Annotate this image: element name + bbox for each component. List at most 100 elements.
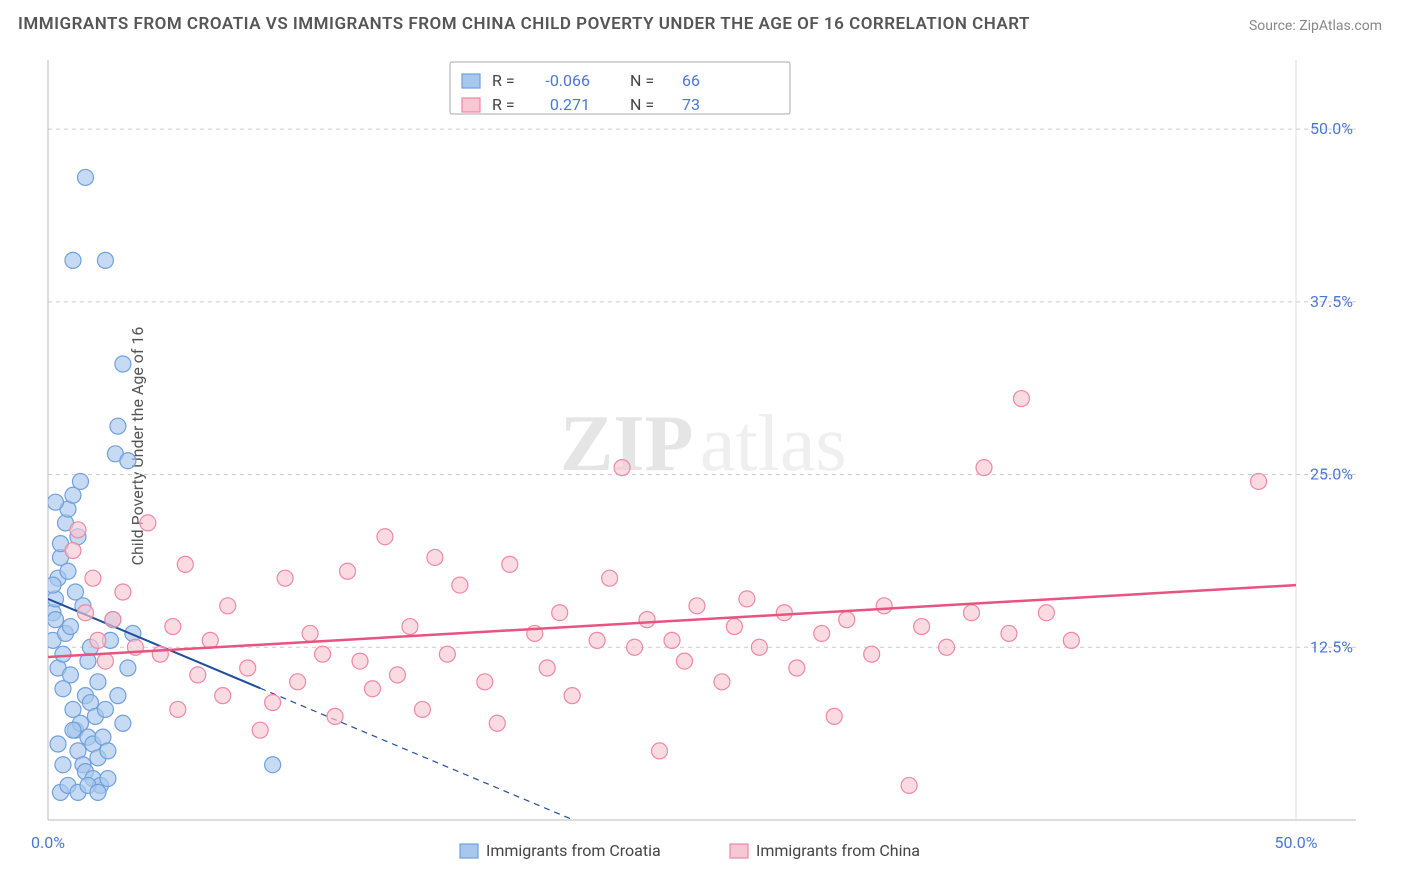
data-point (50, 736, 66, 752)
data-point (65, 543, 81, 559)
legend-swatch (462, 98, 480, 112)
bottom-legend-swatch (460, 844, 478, 858)
data-point (776, 605, 792, 621)
data-point (589, 632, 605, 648)
data-point (639, 612, 655, 628)
data-point (120, 453, 136, 469)
legend-n-value: 66 (682, 71, 700, 90)
data-point (826, 708, 842, 724)
data-point (62, 619, 78, 635)
data-point (914, 619, 930, 635)
data-point (402, 619, 418, 635)
data-point (165, 619, 181, 635)
data-point (751, 639, 767, 655)
data-point (614, 460, 630, 476)
data-point (964, 605, 980, 621)
data-point (90, 674, 106, 690)
data-point (539, 660, 555, 676)
data-point (115, 715, 131, 731)
legend-swatch (462, 74, 480, 88)
data-point (77, 169, 93, 185)
x-tick-label: 50.0% (1275, 833, 1318, 852)
data-point (315, 646, 331, 662)
data-point (85, 570, 101, 586)
data-point (664, 632, 680, 648)
bottom-legend-label: Immigrants from China (756, 841, 920, 860)
data-point (602, 570, 618, 586)
data-point (714, 674, 730, 690)
data-point (676, 653, 692, 669)
data-point (627, 639, 643, 655)
legend-r-value: 0.271 (550, 95, 590, 114)
data-point (939, 639, 955, 655)
data-point (62, 667, 78, 683)
data-point (290, 674, 306, 690)
x-tick-label: 0.0% (31, 833, 65, 852)
y-tick-label: 37.5% (1310, 292, 1353, 311)
data-point (100, 743, 116, 759)
y-tick-label: 50.0% (1310, 119, 1353, 138)
data-point (115, 356, 131, 372)
data-point (252, 722, 268, 738)
data-point (55, 757, 71, 773)
data-point (564, 688, 580, 704)
data-point (70, 522, 86, 538)
data-point (277, 570, 293, 586)
data-point (552, 605, 568, 621)
data-point (105, 612, 121, 628)
data-point (739, 591, 755, 607)
legend-n-label: N = (630, 95, 654, 114)
data-point (55, 646, 71, 662)
series-0 (45, 169, 1296, 892)
data-point (90, 784, 106, 800)
data-point (1251, 473, 1267, 489)
data-point (220, 598, 236, 614)
data-point (265, 757, 281, 773)
data-point (90, 632, 106, 648)
data-point (1038, 605, 1054, 621)
y-tick-label: 25.0% (1310, 465, 1353, 484)
data-point (389, 667, 405, 683)
data-point (976, 460, 992, 476)
legend-r-value: -0.066 (545, 71, 590, 90)
data-point (152, 646, 168, 662)
data-point (72, 473, 88, 489)
data-point (1013, 391, 1029, 407)
data-point (414, 701, 430, 717)
data-point (60, 563, 76, 579)
data-point (65, 722, 81, 738)
data-point (45, 577, 61, 593)
data-point (47, 494, 63, 510)
data-point (170, 701, 186, 717)
data-point (876, 598, 892, 614)
data-point (477, 674, 493, 690)
data-point (502, 556, 518, 572)
data-point (265, 695, 281, 711)
data-point (652, 743, 668, 759)
data-point (327, 708, 343, 724)
data-point (489, 715, 505, 731)
legend-n-label: N = (630, 71, 654, 90)
data-point (364, 681, 380, 697)
legend-n-value: 73 (682, 95, 700, 114)
data-point (110, 688, 126, 704)
data-point (100, 771, 116, 787)
data-point (1063, 632, 1079, 648)
legend-r-label: R = (492, 71, 515, 90)
data-point (901, 777, 917, 793)
data-point (240, 660, 256, 676)
data-point (97, 252, 113, 268)
data-point (47, 612, 63, 628)
data-point (65, 252, 81, 268)
data-point (120, 660, 136, 676)
data-point (110, 418, 126, 434)
data-point (77, 605, 93, 621)
data-point (115, 584, 131, 600)
data-point (215, 688, 231, 704)
data-point (789, 660, 805, 676)
trendline-dashed (260, 688, 1296, 892)
data-point (377, 529, 393, 545)
watermark: atlas (700, 400, 847, 488)
data-point (140, 515, 156, 531)
y-tick-label: 12.5% (1310, 637, 1353, 656)
